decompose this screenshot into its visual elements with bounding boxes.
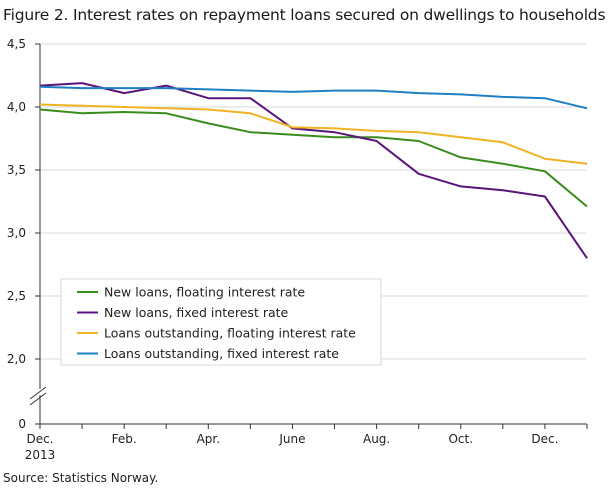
legend-label: Loans outstanding, fixed interest rate	[104, 346, 339, 361]
y-tick-label: 4,5	[7, 37, 26, 51]
chart-title: Figure 2. Interest rates on repayment lo…	[3, 6, 606, 24]
legend-box	[60, 278, 382, 366]
y-tick-labels: 0 2,0 2,5 3,0 3,5 4,0 4,5	[7, 37, 26, 431]
y-tick-label: 2,5	[7, 289, 26, 303]
y-tick-label: 3,0	[7, 226, 26, 240]
legend-label: Loans outstanding, floating interest rat…	[104, 326, 356, 341]
x-tick-label: Apr.	[197, 432, 220, 446]
y-tick-label: 4,0	[7, 100, 26, 114]
axis-break-icon	[29, 386, 47, 406]
series-line-2	[39, 82, 588, 259]
x-tick-labels: Dec. 2013 Feb. Apr. June Aug. Oct. Dec.	[25, 432, 559, 462]
legend-label: New loans, floating interest rate	[104, 285, 305, 300]
x-tick-label: June	[278, 432, 305, 446]
y-tick-label: 2,0	[7, 352, 26, 366]
x-tick-label: Oct.	[448, 432, 473, 446]
y-tick-label: 3,5	[7, 163, 26, 177]
x-tick-sublabel: 2013	[25, 448, 56, 462]
legend: New loans, floating interest rate New loa…	[60, 278, 382, 366]
chart-source: Source: Statistics Norway.	[3, 471, 159, 485]
x-tick-label: Dec.	[26, 432, 53, 446]
legend-label: New loans, fixed interest rate	[104, 305, 289, 320]
x-tick-label: Feb.	[112, 432, 137, 446]
x-tick-label: Dec.	[531, 432, 558, 446]
y-tick-label: 0	[18, 417, 26, 431]
series-line-1	[39, 108, 588, 208]
x-tick-label: Aug.	[363, 432, 390, 446]
series-lines	[39, 82, 588, 259]
series-line-4	[39, 85, 588, 110]
axes	[29, 43, 588, 429]
series-line-3	[39, 103, 588, 165]
